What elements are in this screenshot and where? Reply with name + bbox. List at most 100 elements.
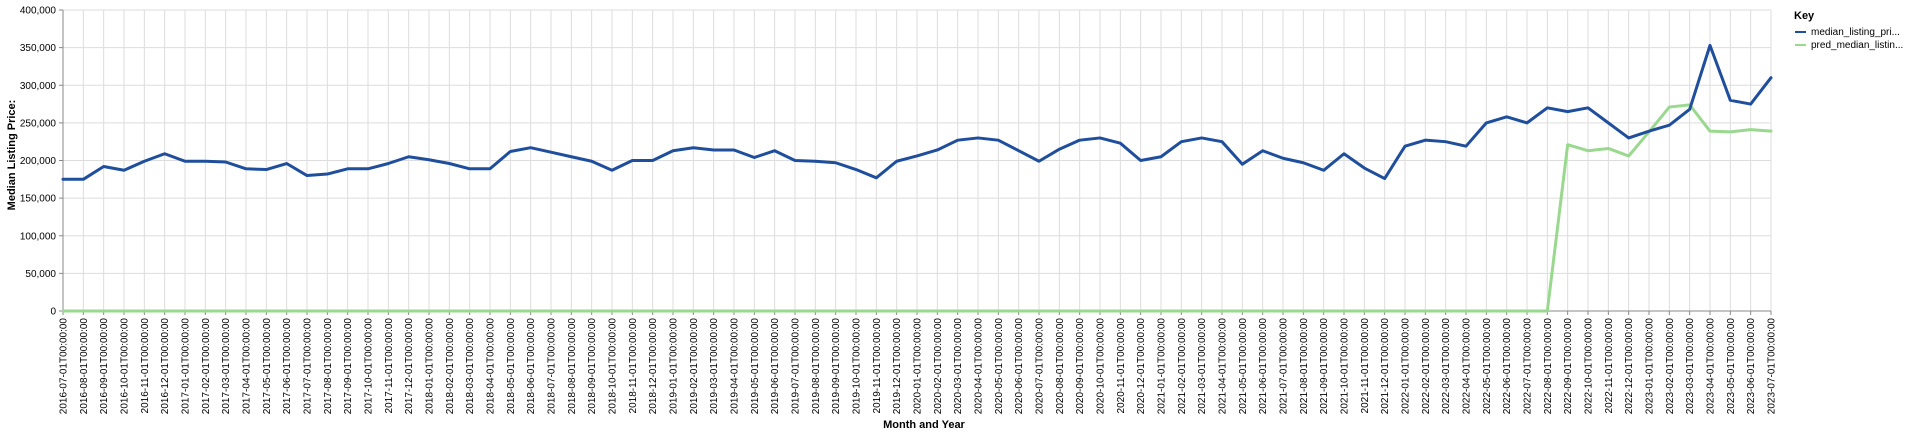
x-tick-label: 2021-04-01T00:00:00 [1218,318,1229,415]
x-tick-label: 2020-10-01T00:00:00 [1096,318,1107,415]
x-tick-label: 2020-02-01T00:00:00 [933,318,944,415]
x-tick-label: 2018-02-01T00:00:00 [445,318,456,415]
legend: Key median_listing_pri... pred_median_li… [1794,10,1903,51]
x-tick-label: 2018-01-01T00:00:00 [425,318,436,415]
x-tick-label: 2017-05-01T00:00:00 [262,318,273,415]
x-tick-label: 2020-11-01T00:00:00 [1116,318,1127,414]
y-tick-label: 0 [50,307,56,318]
x-tick-label: 2019-06-01T00:00:00 [770,318,781,415]
x-tick-label: 2018-03-01T00:00:00 [465,318,476,415]
x-tick-label: 2023-02-01T00:00:00 [1665,318,1676,415]
y-tick-label: 150,000 [20,194,57,205]
x-tick-label: 2020-04-01T00:00:00 [974,318,985,415]
x-tick-label: 2018-06-01T00:00:00 [526,318,537,415]
x-tick-label: 2017-07-01T00:00:00 [303,318,314,415]
x-tick-label: 2017-08-01T00:00:00 [323,318,334,415]
x-tick-label: 2023-03-01T00:00:00 [1685,318,1696,415]
x-tick-label: 2018-09-01T00:00:00 [587,318,598,415]
x-tick-label: 2021-03-01T00:00:00 [1197,318,1208,415]
x-tick-label: 2022-07-01T00:00:00 [1523,318,1534,415]
y-axis-title: Median Listing Price: [6,100,18,211]
x-tick-label: 2017-02-01T00:00:00 [201,318,212,415]
x-tick-label: 2022-05-01T00:00:00 [1482,318,1493,415]
x-tick-label: 2020-07-01T00:00:00 [1035,318,1046,415]
x-tick-label: 2023-07-01T00:00:00 [1767,318,1778,415]
x-tick-label: 2022-02-01T00:00:00 [1421,318,1432,415]
x-axis-title: Month and Year [883,419,965,431]
x-tick-label: 2021-12-01T00:00:00 [1380,318,1391,415]
x-tick-label: 2022-11-01T00:00:00 [1604,318,1615,414]
x-tick-label: 2023-05-01T00:00:00 [1726,318,1737,415]
x-tick-label: 2019-09-01T00:00:00 [831,318,842,415]
x-tick-label: 2017-09-01T00:00:00 [343,318,354,415]
y-tick-label: 300,000 [20,81,57,92]
x-tick-label: 2022-12-01T00:00:00 [1624,318,1635,415]
x-tick-label: 2021-01-01T00:00:00 [1157,318,1168,415]
x-tick-label: 2019-01-01T00:00:00 [669,318,680,415]
y-tick-label: 50,000 [25,269,56,280]
x-tick-label: 2018-08-01T00:00:00 [567,318,578,415]
x-tick-label: 2016-09-01T00:00:00 [99,318,110,415]
x-tick-label: 2020-08-01T00:00:00 [1055,318,1066,415]
grid-lines [62,9,1772,312]
legend-title: Key [1794,10,1815,22]
x-tick-label: 2022-03-01T00:00:00 [1441,318,1452,415]
x-tick-label: 2017-10-01T00:00:00 [364,318,375,415]
x-tick-label: 2021-07-01T00:00:00 [1279,318,1290,415]
x-tick-label: 2020-09-01T00:00:00 [1075,318,1086,415]
x-tick-label: 2022-06-01T00:00:00 [1502,318,1513,415]
x-tick-label: 2021-09-01T00:00:00 [1319,318,1330,415]
x-tick-label: 2021-08-01T00:00:00 [1299,318,1310,415]
x-tick-label: 2016-10-01T00:00:00 [120,318,131,415]
x-tick-label: 2017-11-01T00:00:00 [384,318,395,414]
x-tick-label: 2017-06-01T00:00:00 [282,318,293,415]
x-tick-label: 2017-04-01T00:00:00 [242,318,253,415]
x-tick-label: 2022-04-01T00:00:00 [1462,318,1473,415]
x-tick-label: 2019-05-01T00:00:00 [750,318,761,415]
x-tick-label: 2023-04-01T00:00:00 [1706,318,1717,415]
x-tick-label: 2019-08-01T00:00:00 [811,318,822,415]
x-tick-label: 2016-08-01T00:00:00 [79,318,90,415]
y-tick-label: 250,000 [20,118,57,129]
legend-label-median-listing-price: median_listing_pri... [1811,27,1900,38]
x-tick-label: 2022-09-01T00:00:00 [1563,318,1574,415]
x-tick-label: 2018-05-01T00:00:00 [506,318,517,415]
x-tick-label: 2021-05-01T00:00:00 [1238,318,1249,415]
x-tick-label: 2016-07-01T00:00:00 [59,318,70,415]
x-axis: 2016-07-01T00:00:00 2016-08-01T00:00:00 20… [59,310,1778,415]
x-tick-label: 2022-01-01T00:00:00 [1401,318,1412,415]
x-tick-label: 2021-10-01T00:00:00 [1340,318,1351,415]
x-tick-label: 2017-01-01T00:00:00 [181,318,192,415]
y-tick-label: 350,000 [20,43,57,54]
x-tick-label: 2018-10-01T00:00:00 [608,318,619,415]
x-tick-label: 2020-12-01T00:00:00 [1136,318,1147,415]
series-line-pred-median-listing-price [61,103,1773,313]
x-tick-label: 2023-01-01T00:00:00 [1645,318,1656,415]
y-axis: 0 50,000 100,000 150,000 200,000 250,000 300,0… [20,6,64,318]
x-tick-label: 2020-05-01T00:00:00 [994,318,1005,415]
x-tick-label: 2021-06-01T00:00:00 [1258,318,1269,415]
x-tick-label: 2018-12-01T00:00:00 [648,318,659,415]
series-lines [61,43,1773,313]
y-tick-label: 400,000 [20,6,57,17]
x-tick-label: 2017-12-01T00:00:00 [404,318,415,415]
x-tick-label: 2023-06-01T00:00:00 [1746,318,1757,415]
x-tick-label: 2019-12-01T00:00:00 [892,318,903,415]
x-tick-label: 2021-02-01T00:00:00 [1177,318,1188,415]
y-tick-label: 200,000 [20,156,57,167]
x-tick-label: 2021-11-01T00:00:00 [1360,318,1371,414]
x-tick-label: 2020-03-01T00:00:00 [953,318,964,415]
x-tick-label: 2019-03-01T00:00:00 [709,318,720,415]
x-tick-label: 2019-02-01T00:00:00 [689,318,700,415]
legend-label-pred-median-listing-price: pred_median_listin... [1811,40,1903,51]
x-tick-label: 2016-12-01T00:00:00 [160,318,171,415]
x-tick-label: 2019-11-01T00:00:00 [872,318,883,414]
x-tick-label: 2018-04-01T00:00:00 [486,318,497,415]
x-tick-label: 2020-01-01T00:00:00 [913,318,924,415]
x-tick-label: 2017-03-01T00:00:00 [221,318,232,415]
x-tick-label: 2019-04-01T00:00:00 [730,318,741,415]
x-tick-label: 2018-11-01T00:00:00 [628,318,639,414]
x-tick-label: 2022-10-01T00:00:00 [1584,318,1595,415]
x-tick-label: 2020-06-01T00:00:00 [1014,318,1025,415]
